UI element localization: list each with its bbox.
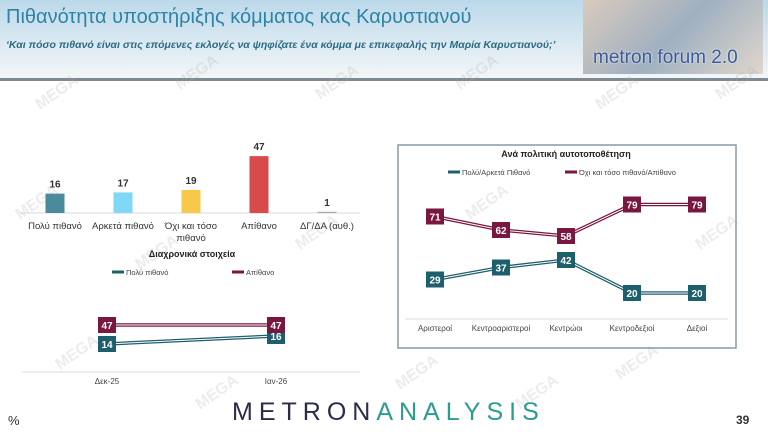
data-label: 16 xyxy=(49,180,61,191)
category-label: Πολύ πιθανό xyxy=(28,221,82,232)
data-label: 47 xyxy=(253,142,265,153)
legend-label: Απίθανο xyxy=(246,268,274,277)
watermark: MEGA xyxy=(293,212,342,254)
data-marker xyxy=(426,208,444,225)
category-label: Δεκ-25 xyxy=(95,377,120,386)
page-number: 39 xyxy=(736,413,750,427)
data-marker xyxy=(623,196,641,213)
category-label: Αρκετά πιθανό xyxy=(92,221,154,232)
bar xyxy=(317,211,337,213)
data-label: 47 xyxy=(101,321,113,332)
data-label: 42 xyxy=(560,256,572,267)
data-label: 19 xyxy=(185,176,197,187)
bar xyxy=(113,192,133,213)
category-label: Απίθανο xyxy=(241,221,277,232)
category-label: πιθανό xyxy=(176,233,205,244)
data-label: 37 xyxy=(495,264,507,275)
watermark: MEGA xyxy=(713,62,762,104)
data-label: 62 xyxy=(495,226,507,237)
category-label: Κεντροδεξιοί xyxy=(610,324,655,333)
category-label: Ιαν-26 xyxy=(265,377,288,386)
data-label: 16 xyxy=(270,332,282,343)
chart-title: Διαχρονικά στοιχεία xyxy=(149,249,236,259)
legend-label: Όχι και τόσο πιθανό/Απίθανο xyxy=(578,168,676,177)
metron-forum-logo: metron forum 2.0 xyxy=(583,0,763,74)
category-label: ΔΓ/ΔΑ (αυθ.) xyxy=(300,221,354,232)
series-line-highlight xyxy=(106,335,277,345)
bar xyxy=(249,156,269,213)
data-marker xyxy=(623,285,641,301)
legend-label: Πολύ πιθανό xyxy=(126,268,168,277)
data-label: 71 xyxy=(429,213,441,224)
unit-label: % xyxy=(8,413,20,428)
data-marker xyxy=(98,317,116,333)
category-label: Όχι και τόσο xyxy=(164,221,217,232)
data-marker xyxy=(98,336,116,352)
data-marker xyxy=(426,271,444,288)
data-marker xyxy=(557,228,575,244)
legend-label: Πολύ/Αρκετά Πιθανό xyxy=(462,168,530,177)
category-label: Κεντρώοι xyxy=(549,324,582,333)
watermark: MEGA xyxy=(453,52,502,94)
data-marker xyxy=(492,259,510,276)
header: Πιθανότητα υποστήριξης κόμματος κας Καρυ… xyxy=(0,0,768,81)
data-marker xyxy=(557,252,575,268)
watermark: MEGA xyxy=(693,212,742,254)
bar xyxy=(181,190,201,213)
data-label: 14 xyxy=(101,340,113,351)
category-label: Δεξιοί xyxy=(687,324,708,333)
data-marker xyxy=(688,196,706,213)
data-label: 47 xyxy=(270,321,282,332)
watermark: MEGA xyxy=(173,52,222,94)
data-label: 20 xyxy=(626,289,638,300)
watermark: MEGA xyxy=(53,332,102,374)
bar xyxy=(45,193,65,213)
data-marker xyxy=(267,317,285,333)
metron-analysis-logo: METRONANALYSIS xyxy=(232,398,545,426)
data-marker xyxy=(688,285,706,301)
data-label: 29 xyxy=(429,276,441,287)
data-label: 79 xyxy=(691,201,703,212)
watermark: MEGA xyxy=(463,182,512,224)
data-marker xyxy=(492,222,510,238)
data-label: 20 xyxy=(691,289,703,300)
question-text: ‘Και πόσο πιθανό είναι στις επόμενες εκλ… xyxy=(6,39,556,51)
watermark: MEGA xyxy=(33,72,82,114)
data-label: 79 xyxy=(626,201,638,212)
chart-title: Ανά πολιτική αυτοτοποθέτηση xyxy=(501,149,630,159)
data-label: 1 xyxy=(324,198,330,209)
watermark: MEGA xyxy=(393,352,442,394)
data-label: 17 xyxy=(117,178,129,189)
logo-text: metron forum 2.0 xyxy=(593,47,738,68)
category-label: Αριστεροί xyxy=(418,324,452,333)
category-label: Κεντροαριστεροί xyxy=(472,324,531,333)
watermark: MEGA xyxy=(593,72,642,114)
page-title: Πιθανότητα υποστήριξης κόμματος κας Καρυ… xyxy=(6,6,472,28)
chart-frame xyxy=(397,144,737,349)
watermark: MEGA xyxy=(313,62,362,104)
data-label: 58 xyxy=(560,232,572,243)
